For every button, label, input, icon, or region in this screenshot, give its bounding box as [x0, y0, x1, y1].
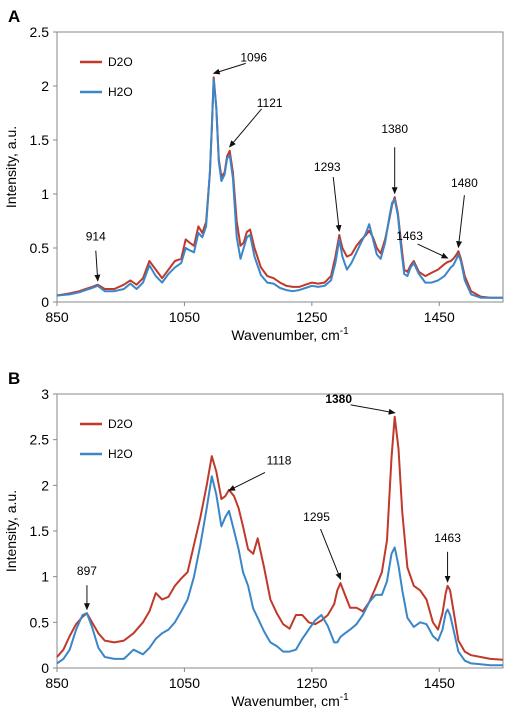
annotation-label: 1121 [257, 96, 283, 110]
panel-a: A 0 0.5 1 1.5 2 2.5 850 1050 1250 1450 Wavenumber, … [3, 7, 504, 343]
legend-label: D2O [108, 417, 133, 431]
annotation-label: 914 [86, 230, 106, 244]
y-tick-label: 0 [41, 294, 49, 310]
annotation-arrow [350, 404, 396, 415]
y-tick-label: 2.5 [30, 24, 50, 40]
y-tick-label: 1 [41, 569, 49, 585]
annotation-label: 1295 [303, 510, 330, 524]
annotation-arrow [228, 472, 266, 491]
annotation-arrow [212, 62, 246, 75]
x-tick-label: 1050 [169, 675, 200, 691]
y-tick-label: 1 [41, 186, 49, 202]
x-axis-label: Wavenumber, cm-1 [231, 692, 349, 709]
y-tick-label: 1.5 [30, 523, 50, 539]
series-line-d2o [56, 76, 503, 299]
x-tick-label: 850 [45, 309, 69, 325]
annotation-arrow [456, 195, 465, 249]
y-tick-label: 0.5 [30, 240, 50, 256]
y-tick-label: 2 [41, 78, 49, 94]
annotation-label: 897 [77, 564, 97, 578]
annotation-label: 1293 [314, 160, 341, 174]
y-tick-label: 1.5 [30, 132, 50, 148]
annotation-arrow [94, 250, 101, 282]
annotation-label: 1380 [325, 392, 352, 406]
legend-label: H2O [108, 85, 133, 99]
y-axis-label: Intensity, a.u. [3, 490, 19, 572]
annotation-label: 1380 [381, 122, 408, 136]
annotation-label: 1118 [267, 453, 292, 467]
series-line-d2o [56, 415, 504, 661]
panel-b: B 0 0.5 1 1.5 2 2.5 3 850 1050 1250 1450 Wavenumber,… [3, 369, 504, 709]
y-tick-label: 0.5 [30, 614, 50, 630]
series-line-h2o [56, 475, 503, 667]
x-tick-label: 1250 [296, 675, 327, 691]
panel-letter: A [8, 7, 20, 26]
y-axis-label: Intensity, a.u. [3, 126, 19, 208]
annotation-label: 1096 [240, 50, 267, 64]
annotation-arrow [332, 176, 342, 233]
annotation-arrow [320, 528, 342, 580]
legend-label: D2O [108, 55, 133, 69]
x-tick-label: 1450 [424, 309, 455, 325]
annotation-label: 1463 [434, 531, 461, 545]
x-tick-label: 1250 [296, 309, 327, 325]
legend-label: H2O [108, 447, 133, 461]
panel-letter: B [8, 369, 20, 388]
x-tick-label: 850 [45, 675, 69, 691]
annotation-label: 1463 [396, 229, 423, 243]
x-tick-label: 1450 [424, 675, 455, 691]
y-tick-label: 2.5 [30, 432, 50, 448]
x-axis-label: Wavenumber, cm-1 [231, 326, 349, 343]
y-tick-label: 3 [41, 386, 49, 402]
x-axis-label-superscript: -1 [340, 692, 349, 703]
x-tick-label: 1050 [169, 309, 200, 325]
plot-area [56, 31, 504, 303]
y-tick-label: 2 [41, 477, 49, 493]
annotation-arrow [417, 243, 449, 259]
y-tick-label: 0 [41, 660, 49, 676]
x-axis-label-superscript: -1 [340, 326, 349, 337]
annotation-arrow [229, 108, 263, 148]
series-line-h2o [56, 78, 503, 299]
annotation-label: 1480 [451, 176, 478, 190]
